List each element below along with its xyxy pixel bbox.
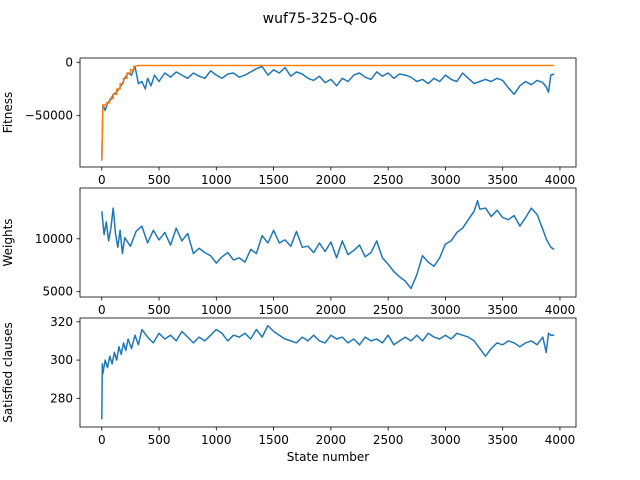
fitness-series-line-2 [101, 64, 555, 161]
weights-series-line-1 [101, 199, 555, 290]
subplot-weights: 0 500 1000 1500 2000 2500 3000 3500 4000 5000 1000… [1, 187, 577, 317]
weights-x-tick-label: 4000 [545, 303, 576, 317]
satisfied-clauses-y-tick-label: 300 [50, 353, 73, 367]
satisfied-clauses-x-tick-label: 3000 [430, 433, 461, 447]
satisfied-clauses-y-axis-label: Satisfied clauses [1, 322, 15, 422]
fitness-x-tick-label: 3000 [430, 173, 461, 187]
weights-y-tick-label: 10000 [35, 232, 73, 246]
fitness-x-tick-label: 1000 [201, 173, 232, 187]
fitness-x-tick-label: 500 [148, 173, 171, 187]
satisfied-clauses-x-axis-label: State number [287, 450, 369, 464]
weights-y-axis-label: Weights [1, 218, 15, 266]
satisfied-clauses-x-tick-label: 1000 [201, 433, 232, 447]
fitness-x-tick-label: 1500 [258, 173, 289, 187]
weights-x-tick-label: 1500 [258, 303, 289, 317]
weights-x-tick-label: 3500 [487, 303, 518, 317]
satisfied-clauses-axes-frame [79, 317, 577, 428]
satisfied-clauses-x-tick-label: 0 [98, 433, 106, 447]
fitness-x-tick-label: 4000 [545, 173, 576, 187]
satisfied-clauses-series-line-1 [101, 324, 555, 420]
satisfied-clauses-y-tick-label: 280 [50, 391, 73, 405]
satisfied-clauses-x-tick-label: 3500 [487, 433, 518, 447]
fitness-y-tick-label: −50000 [25, 109, 73, 123]
satisfied-clauses-x-tick-label: 2000 [316, 433, 347, 447]
fitness-x-tick-label: 2500 [373, 173, 404, 187]
fitness-axes-frame [79, 57, 577, 168]
subplot-fitness: 0 500 1000 1500 2000 2500 3000 3500 4000 0 −50000 F… [1, 55, 577, 187]
satisfied-clauses-y-tick-label: 320 [50, 315, 73, 329]
fitness-x-tick-label: 0 [98, 173, 106, 187]
satisfied-clauses-x-tick-label: 1500 [258, 433, 289, 447]
weights-y-tick-label: 5000 [42, 285, 73, 299]
weights-x-tick-label: 3000 [430, 303, 461, 317]
fitness-series-line-1 [101, 65, 555, 161]
fitness-y-axis-label: Fitness [1, 92, 15, 134]
weights-x-tick-label: 2500 [373, 303, 404, 317]
weights-x-tick-label: 0 [98, 303, 106, 317]
satisfied-clauses-x-tick-label: 500 [148, 433, 171, 447]
subplot-satisfied-clauses: 0 500 1000 1500 2000 2500 3000 3500 4000 280 300 32… [1, 315, 577, 464]
figure-title: wuf75-325-Q-06 [263, 11, 378, 27]
weights-x-tick-label: 500 [148, 303, 171, 317]
satisfied-clauses-x-tick-label: 2500 [373, 433, 404, 447]
fitness-x-tick-label: 2000 [316, 173, 347, 187]
fitness-x-tick-label: 3500 [487, 173, 518, 187]
weights-x-tick-label: 1000 [201, 303, 232, 317]
charts: 0 500 1000 1500 2000 2500 3000 3500 40000−50000F… [1, 55, 577, 464]
weights-axes-frame [79, 187, 577, 298]
satisfied-clauses-x-tick-label: 4000 [545, 433, 576, 447]
fitness-y-tick-label: 0 [65, 55, 73, 69]
weights-x-tick-label: 2000 [316, 303, 347, 317]
